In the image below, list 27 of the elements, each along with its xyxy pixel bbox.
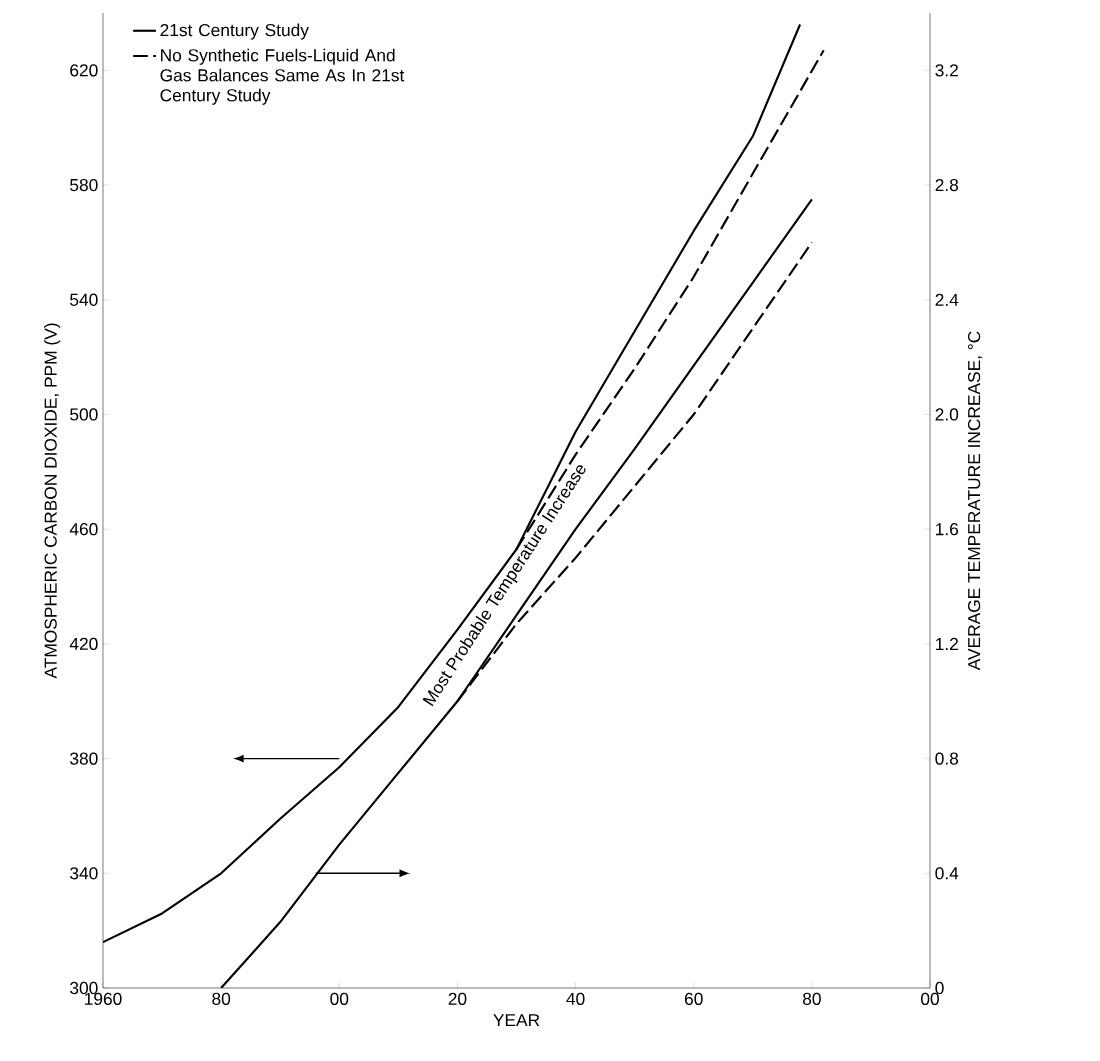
y2-tick-label: 1.6 xyxy=(936,523,959,536)
y-axis-title: ATMOSPHERIC CARBON DIOXIDE, PPM (V) xyxy=(44,323,61,679)
y2-tick-label: 0.8 xyxy=(935,752,959,765)
x-tick-label: 20 xyxy=(448,992,467,1005)
y2-tick-label: 2.4 xyxy=(935,293,959,306)
y-tick-label: 420 xyxy=(69,637,98,651)
legend-label: 21st Century Study xyxy=(160,23,309,40)
y-tick-label: 380 xyxy=(70,752,98,765)
x-tick-label: 00 xyxy=(330,992,349,1005)
y2-tick-label: 2.0 xyxy=(935,408,959,421)
y-tick-label: 620 xyxy=(70,64,98,77)
y-tick-label: 340 xyxy=(70,867,98,880)
x-tick-label: 80 xyxy=(212,992,231,1005)
y2-tick-label: 3.2 xyxy=(935,64,958,77)
x-tick-label: 60 xyxy=(684,992,703,1005)
y-tick-label: 580 xyxy=(70,178,98,192)
x-axis-title: YEAR xyxy=(493,1014,540,1027)
y2-tick-label: 0.4 xyxy=(935,867,959,880)
y2-tick-label: 2.8 xyxy=(935,178,959,192)
legend-label: No Synthetic Fuels-Liquid And Gas Balances Same As In 21st Century Study xyxy=(160,48,405,105)
y-tick-label: 460 xyxy=(69,523,98,536)
y2-axis-title: AVERAGE TEMPERATURE INCREASE, °C xyxy=(967,331,983,671)
y-tick-label: 540 xyxy=(70,293,98,306)
x-tick-label: 80 xyxy=(802,992,821,1005)
x-tick-label: 40 xyxy=(566,992,585,1005)
y-tick-label: 500 xyxy=(70,408,98,421)
y2-tick-label: 1.2 xyxy=(936,637,958,650)
